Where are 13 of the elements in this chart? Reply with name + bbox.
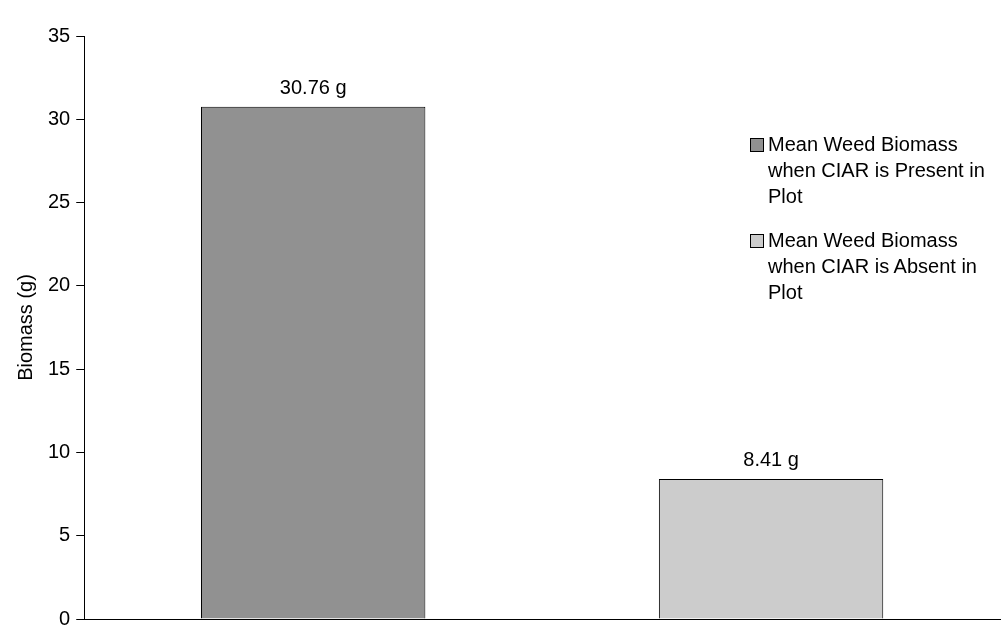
y-tick-label: 10 <box>48 439 71 462</box>
legend-label: Mean Weed Biomass when CIAR is Absent in Plot <box>768 228 978 305</box>
y-tick-label: 0 <box>59 606 71 629</box>
data-label: 8.41 g <box>743 448 799 471</box>
y-tick-label: 15 <box>48 356 71 379</box>
y-tick-label: 5 <box>59 523 71 546</box>
y-tick-label: 25 <box>48 190 71 213</box>
data-label: 30.76 g <box>279 76 347 99</box>
y-axis-title: Biomass (g) <box>13 274 36 381</box>
y-tick-label: 20 <box>48 273 71 296</box>
legend-label: Mean Weed Biomass when CIAR is Present in Plot <box>768 132 986 209</box>
y-tick-label: 30 <box>48 106 71 129</box>
y-tick-label: 35 <box>48 23 71 46</box>
